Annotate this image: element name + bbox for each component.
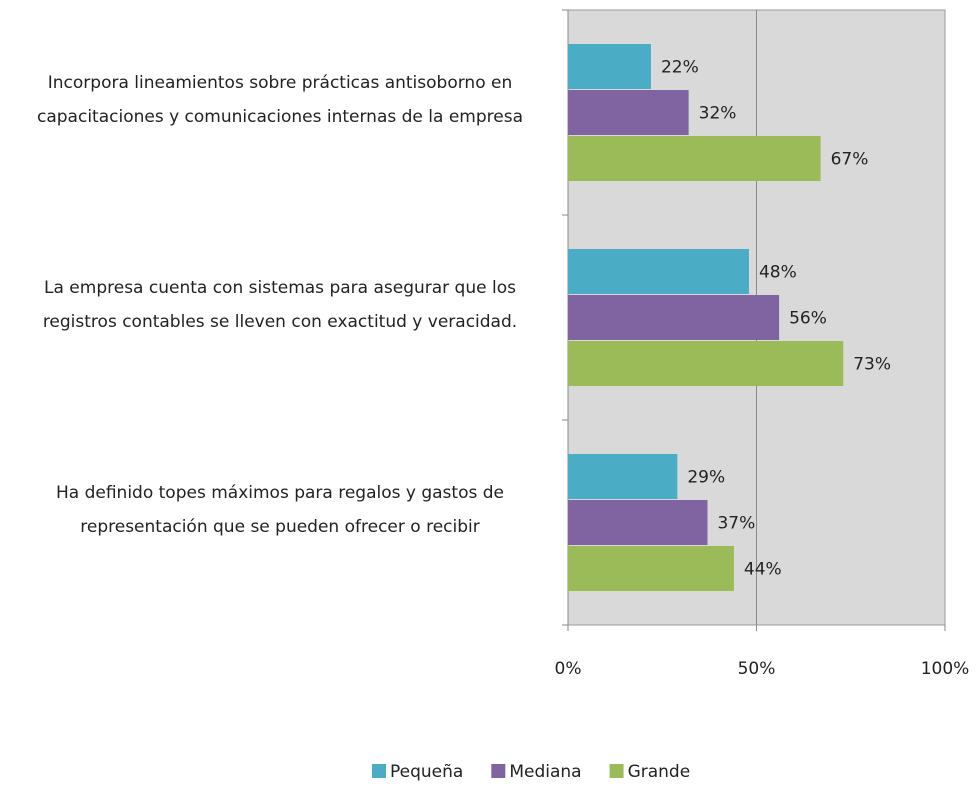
value-label: 48% <box>759 263 797 283</box>
category-label: Ha definido topes máximos para regalos y… <box>55 482 504 537</box>
category-label: Incorpora lineamientos sobre prácticas a… <box>37 72 523 127</box>
bar <box>568 136 821 181</box>
value-label: 56% <box>789 309 827 329</box>
bar <box>568 90 689 135</box>
bar <box>568 341 844 386</box>
category-label: La empresa cuenta con sistemas para aseg… <box>42 277 518 332</box>
value-label: 73% <box>853 355 891 375</box>
bar <box>568 500 708 545</box>
legend-swatch <box>609 764 624 778</box>
x-tick-label: 100% <box>921 659 970 679</box>
bar <box>568 546 734 591</box>
legend-swatch <box>372 764 386 778</box>
legend-label: Mediana <box>509 762 581 782</box>
bar <box>568 44 651 89</box>
bar <box>568 249 749 294</box>
value-label: 37% <box>717 514 755 534</box>
bar <box>568 454 678 499</box>
legend-swatch <box>491 764 506 778</box>
value-label: 22% <box>661 58 699 78</box>
value-label: 44% <box>744 560 782 580</box>
x-tick-label: 50% <box>738 659 776 679</box>
value-label: 29% <box>687 468 725 488</box>
legend-label: Pequeña <box>390 762 463 782</box>
value-label: 67% <box>831 150 869 170</box>
x-tick-label: 0% <box>555 659 582 679</box>
legend-label: Grande <box>628 762 691 782</box>
bar <box>568 295 780 340</box>
value-label: 32% <box>699 104 737 124</box>
